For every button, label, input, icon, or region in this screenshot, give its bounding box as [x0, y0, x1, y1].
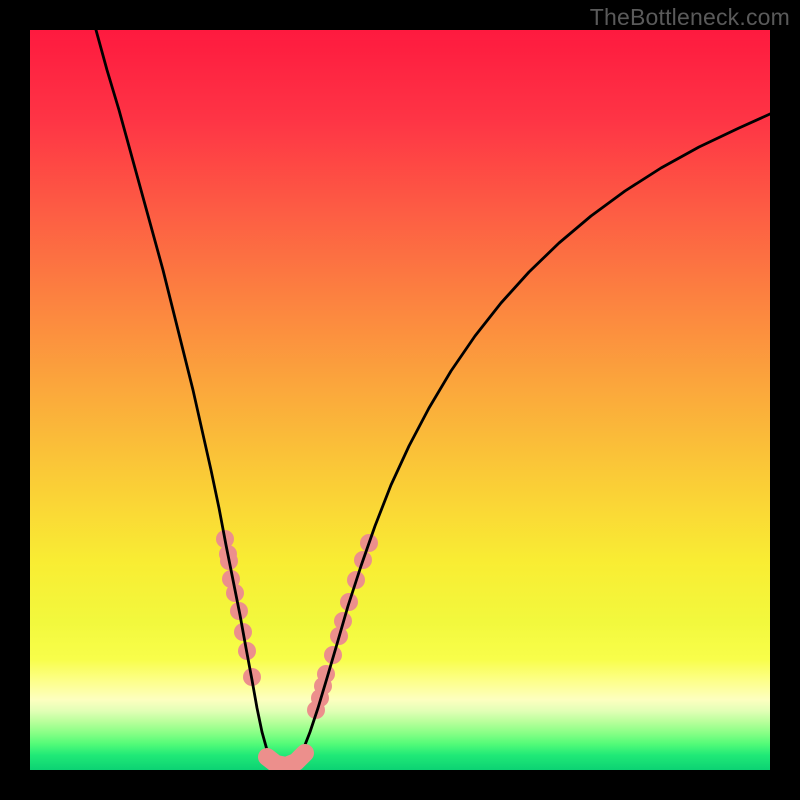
gradient-background — [30, 30, 770, 770]
chart-container: TheBottleneck.com — [0, 0, 800, 800]
plot-area — [30, 30, 770, 770]
watermark-text: TheBottleneck.com — [590, 4, 790, 31]
bottleneck-curve-chart — [30, 30, 770, 770]
